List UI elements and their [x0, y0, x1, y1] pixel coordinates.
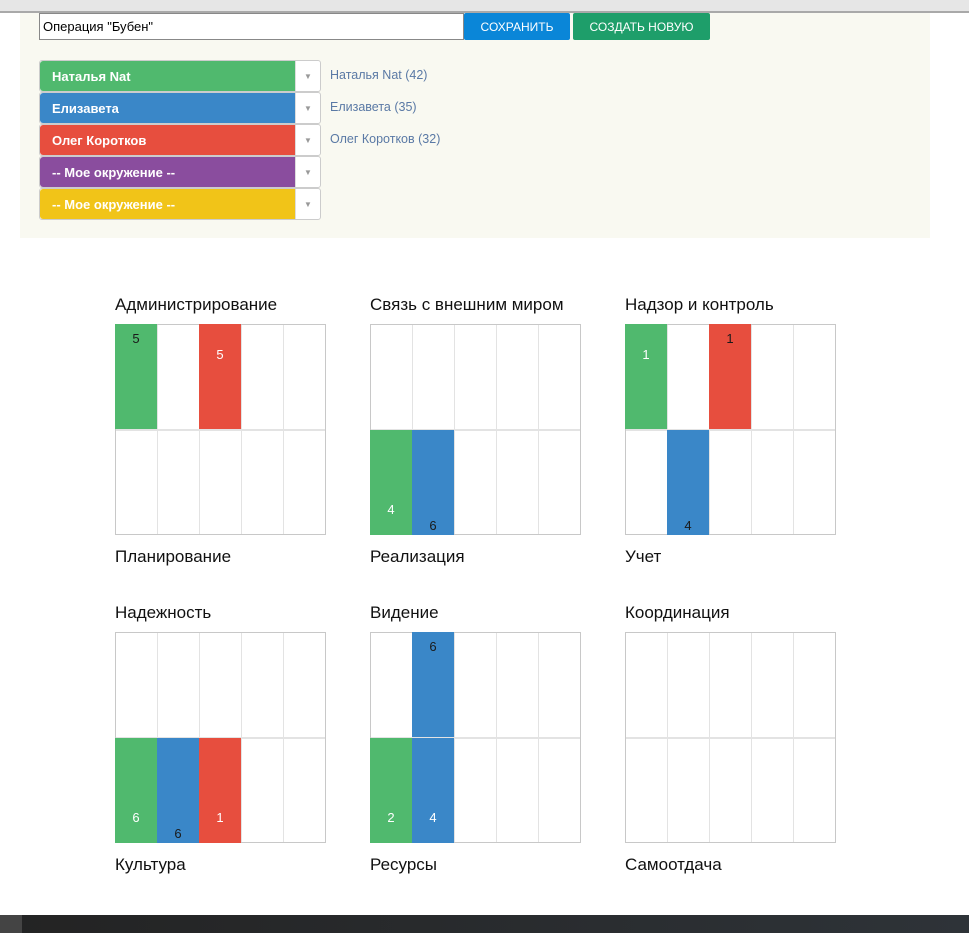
chart-cell: 6	[115, 738, 157, 843]
person-select[interactable]: Олег Коротков ▼	[39, 124, 321, 156]
chevron-down-icon[interactable]: ▼	[295, 93, 320, 123]
chart-grid: 1 1 4	[625, 324, 836, 535]
chart-title-bottom: Самоотдача	[625, 855, 722, 874]
chevron-down-icon[interactable]: ▼	[295, 125, 320, 155]
cell-value-label: 6	[429, 518, 437, 533]
cell-value-label: 5	[216, 347, 224, 362]
chart-grid	[625, 632, 836, 843]
person-select[interactable]: -- Мое окружение -- ▼	[39, 188, 321, 220]
chart-title-bottom: Планирование	[115, 547, 232, 566]
grid-line	[626, 737, 835, 739]
chart-title-top: Связь с внешним миром	[370, 295, 564, 314]
chart-cell: 1	[199, 738, 241, 843]
cell-value-label: 6	[429, 639, 437, 654]
cell-value-label: 1	[726, 331, 734, 346]
chart-title-top: Администрирование	[115, 295, 278, 314]
chart-cell: 4	[412, 738, 454, 843]
cell-value-label: 4	[387, 502, 395, 517]
chart-cell: 5	[115, 324, 157, 429]
chart-cell: 1	[709, 324, 751, 429]
chevron-down-icon[interactable]: ▼	[295, 157, 320, 187]
cell-value-label: 2	[387, 810, 395, 825]
chevron-down-icon[interactable]: ▼	[295, 189, 320, 219]
cell-value-label: 4	[684, 518, 692, 533]
person-select[interactable]: -- Мое окружение -- ▼	[39, 156, 321, 188]
chart-cell: 2	[370, 738, 412, 843]
chart-title-top: Видение	[370, 603, 439, 622]
chart-grid: 6 6 1	[115, 632, 326, 843]
person-select-label: -- Мое окружение --	[40, 189, 295, 219]
cell-value-label: 6	[132, 810, 140, 825]
chart-title-bottom: Культура	[115, 855, 186, 874]
person-count-link[interactable]: Олег Коротков (32)	[330, 132, 441, 146]
chevron-down-icon[interactable]: ▼	[295, 61, 320, 91]
chart-cell: 5	[199, 324, 241, 429]
save-button[interactable]: СОХРАНИТЬ	[464, 13, 570, 40]
person-select-label: Наталья Nat	[40, 61, 295, 91]
taskbar	[0, 915, 969, 933]
cell-value-label: 5	[132, 331, 140, 346]
browser-top-bar	[0, 0, 969, 13]
chart-cell: 6	[412, 632, 454, 737]
chart-title-bottom: Реализация	[370, 547, 465, 566]
grid-line	[371, 737, 580, 739]
create-new-button[interactable]: СОЗДАТЬ НОВУЮ	[573, 13, 710, 40]
chart-grid: 6 2 4	[370, 632, 581, 843]
chart-cell: 1	[625, 324, 667, 429]
grid-line	[371, 429, 580, 431]
chart-title-top: Надзор и контроль	[625, 295, 774, 314]
chart-cell: 4	[370, 430, 412, 535]
cell-value-label: 1	[642, 347, 650, 362]
person-count-link[interactable]: Елизавета (35)	[330, 100, 417, 114]
operation-name-input[interactable]	[39, 13, 464, 40]
chart-title-bottom: Учет	[625, 547, 662, 566]
chart-cell: 4	[667, 430, 709, 535]
person-select[interactable]: Наталья Nat ▼	[39, 60, 321, 92]
chart-cell: 6	[412, 430, 454, 535]
person-select-label: -- Мое окружение --	[40, 157, 295, 187]
chart-title-top: Координация	[625, 603, 730, 622]
cell-value-label: 1	[216, 810, 224, 825]
person-select-label: Елизавета	[40, 93, 295, 123]
cell-value-label: 4	[429, 810, 437, 825]
chart-title-bottom: Ресурсы	[370, 855, 438, 874]
chart-cell: 6	[157, 738, 199, 843]
chart-title-top: Надежность	[115, 603, 212, 622]
grid-line	[626, 429, 835, 431]
cell-value-label: 6	[174, 826, 182, 841]
grid-line	[116, 429, 325, 431]
person-select-label: Олег Коротков	[40, 125, 295, 155]
person-select[interactable]: Елизавета ▼	[39, 92, 321, 124]
person-count-link[interactable]: Наталья Nat (42)	[330, 68, 428, 82]
